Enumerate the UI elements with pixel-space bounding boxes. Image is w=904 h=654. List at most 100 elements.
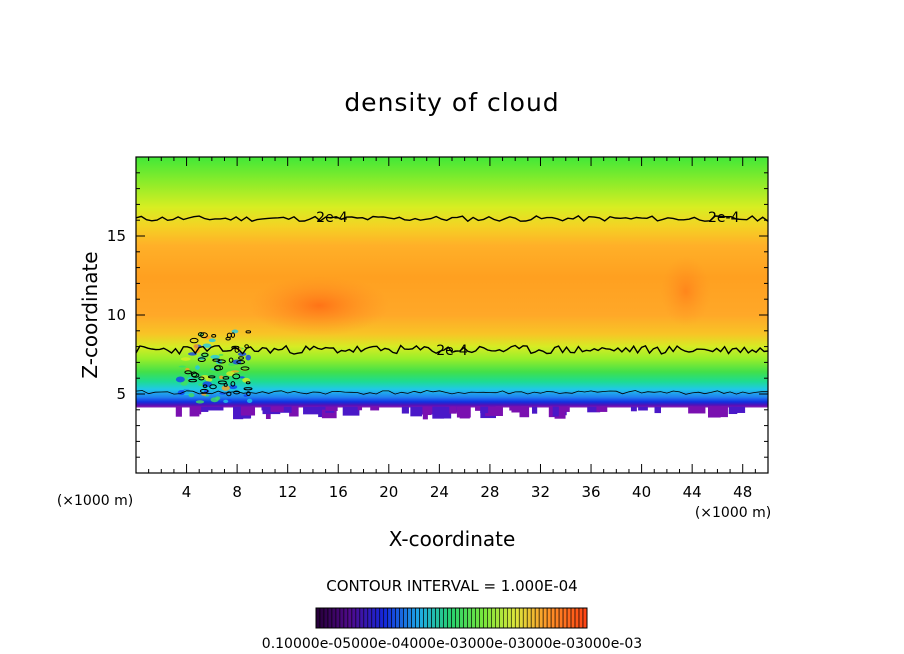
low-density-patch <box>280 406 292 413</box>
contour-small-loop <box>211 334 217 338</box>
x-tick-label: 32 <box>531 483 550 501</box>
contour-small-loop <box>209 384 217 390</box>
x-unit-left: (×1000 m) <box>57 493 133 509</box>
colorbar-cell <box>427 607 432 629</box>
colorbar-cell <box>534 607 540 629</box>
contour-small-loop <box>199 388 209 394</box>
colorbar-cell <box>443 607 448 629</box>
low-density-patch <box>401 406 409 414</box>
contour-small-loop <box>214 365 221 372</box>
colorbar-cell <box>570 607 576 629</box>
turbulence-cell <box>178 365 186 368</box>
colorbar-cell <box>538 607 544 629</box>
turbulence-cell <box>180 381 188 386</box>
colorbar-cell <box>495 607 500 629</box>
colorbar-cell <box>554 607 560 629</box>
colorbar-cell <box>339 607 345 629</box>
colorbar-cell <box>359 607 365 629</box>
colorbar-cell <box>526 607 532 629</box>
x-tick-label: 12 <box>278 483 297 501</box>
colorbar-cell <box>355 607 361 629</box>
low-density-patch <box>199 406 209 412</box>
x-tick-label: 8 <box>232 483 242 501</box>
low-density-patch <box>449 406 457 414</box>
turbulence-cell <box>210 354 220 359</box>
colorbar-cell <box>499 607 504 629</box>
colorbar-cell <box>371 607 377 629</box>
axes <box>135 156 769 474</box>
colorbar-cell <box>558 607 564 629</box>
contour-small-loop <box>238 356 244 360</box>
colorbar-cell <box>335 607 341 629</box>
contour-small-loop <box>201 352 209 358</box>
x-tick-label: 4 <box>182 483 192 501</box>
turbulence-cell <box>193 343 199 349</box>
colorbar-cell <box>327 607 333 629</box>
colorbar-cell <box>491 607 496 629</box>
colorbar-cell <box>467 607 472 629</box>
colorbar-cell <box>471 607 476 629</box>
contour-small-loop <box>246 391 251 397</box>
colorbar-cell <box>510 607 516 629</box>
colorbar-cell <box>574 607 580 629</box>
colorbar-cell <box>542 607 548 629</box>
colorbar-cell <box>343 607 349 629</box>
low-density-patch <box>207 406 224 411</box>
low-density-patch <box>596 406 608 412</box>
contour-small-loop <box>230 381 236 387</box>
low-density-patch <box>261 406 267 411</box>
y-tick-label: 10 <box>107 306 126 324</box>
contour-line-middle <box>136 344 768 356</box>
colorbar-cell <box>347 607 353 629</box>
density-maximum-right <box>660 256 711 327</box>
colorbar-cell <box>475 607 480 629</box>
turbulence-cell <box>188 393 195 398</box>
colorbar-cell <box>323 607 329 629</box>
turbulence-cell <box>210 397 219 403</box>
low-density-patch <box>480 406 489 414</box>
contour-small-loop <box>232 373 241 380</box>
turbulence-cell <box>226 371 235 377</box>
contour-small-loop <box>197 357 206 362</box>
turbulence-cell <box>218 353 224 356</box>
turbulence-cell <box>246 398 253 404</box>
colorbar-cell <box>550 607 556 629</box>
contour-label: 2e-4 <box>436 343 468 359</box>
y-axis-label: Z-coordinate <box>78 251 102 378</box>
colorbar-cell <box>419 607 424 629</box>
contour-label: 2e-4 <box>708 210 740 226</box>
colorbar-cell <box>463 607 468 629</box>
low-density-patch <box>707 406 721 418</box>
low-density-patch <box>638 406 648 411</box>
low-density-patch <box>587 406 601 413</box>
low-density-patch <box>630 406 637 412</box>
colorbar-label-text: 0.10000e-05000e-04000e-03000e-03000e-030… <box>262 636 642 652</box>
colorbar-cell <box>546 607 552 629</box>
turbulence-cell <box>228 384 238 390</box>
colorbar-cell <box>431 607 436 629</box>
y-tick-label: 15 <box>107 227 126 245</box>
contour-small-loop <box>202 384 208 388</box>
colorbar-cell <box>479 607 484 629</box>
turbulence-cell <box>221 385 230 391</box>
contour-small-loop <box>245 381 251 385</box>
x-tick-label: 40 <box>632 483 651 501</box>
turbulence-cell <box>239 376 245 379</box>
x-tick-label: 24 <box>430 483 449 501</box>
contour-small-loop <box>200 332 208 339</box>
low-density-patch <box>531 406 538 414</box>
contour-interval-note: CONTOUR INTERVAL = 1.000E-04 <box>326 577 578 595</box>
colorbar-cell <box>379 607 385 629</box>
x-unit-right: (×1000 m) <box>695 505 771 521</box>
x-tick-label: 16 <box>329 483 348 501</box>
turbulence-cell <box>227 399 232 403</box>
turbulence-cell <box>231 329 239 334</box>
turbulence-cell <box>195 365 200 370</box>
colorbar-cell <box>351 607 357 629</box>
colorbar-cell <box>423 607 428 629</box>
chart-title: density of cloud <box>344 88 560 117</box>
contour-small-loop <box>188 378 198 383</box>
contour-small-loop <box>191 372 200 378</box>
